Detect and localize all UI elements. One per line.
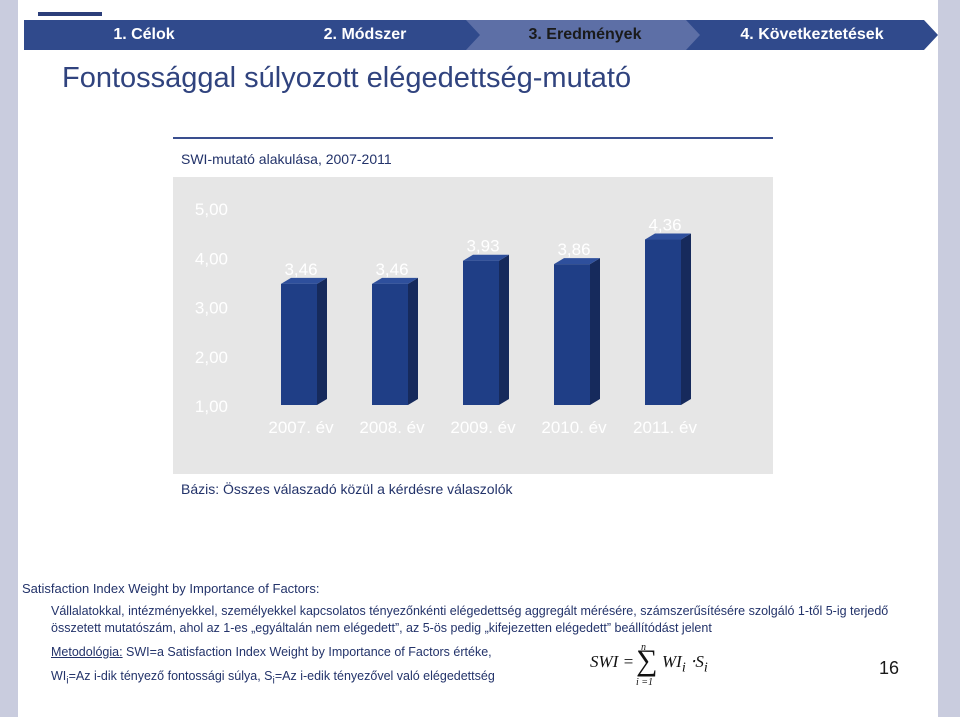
nav-tab-label: 1. Célok xyxy=(113,26,175,43)
bar xyxy=(645,239,681,405)
bar-side xyxy=(317,277,327,405)
definition-description: Vállalatokkal, intézményekkel, személyek… xyxy=(51,604,889,635)
left-side-band xyxy=(0,0,18,717)
y-tick-label: 4,00 xyxy=(195,249,228,268)
methodology-line: Metodológia: SWI=a Satisfaction Index We… xyxy=(51,645,492,659)
data-label: 3,46 xyxy=(284,260,317,279)
page-number: 16 xyxy=(879,658,900,678)
data-label: 3,46 xyxy=(375,260,408,279)
nav-tab-eredmenyek[interactable]: 3. Eredmények xyxy=(466,20,704,50)
chart-title: SWI-mutató alakulása, 2007-2011 xyxy=(181,151,392,167)
sigma-symbol: ∑ xyxy=(636,644,658,677)
formula-dot-s: ⋅S xyxy=(685,652,704,671)
formula-s-sub: i xyxy=(703,659,708,676)
x-tick-label: 2011. év xyxy=(633,418,697,437)
nav-tab-modszer[interactable]: 2. Módszer xyxy=(246,20,484,50)
nav-tab-label: 3. Eredmények xyxy=(528,26,642,43)
swi-bar-chart: 5,00 4,00 3,00 2,00 1,00 3,46 2007. év 3,46 2008… xyxy=(195,200,698,437)
base-note: Bázis: Összes válaszadó közül a kérdésre… xyxy=(181,481,513,497)
bar-top xyxy=(645,233,691,240)
bar-top xyxy=(281,277,327,284)
bar-side xyxy=(499,254,509,405)
s-text: =Az i-edik tényezővel való elégedettség xyxy=(274,669,495,683)
right-side-band xyxy=(938,0,960,717)
nav-tab-celok[interactable]: 1. Célok xyxy=(24,20,264,50)
data-label: 4,36 xyxy=(648,216,681,235)
chart-footer: Bázis: Összes válaszadó közül a kérdésre… xyxy=(173,474,773,504)
nav-tab-label: 4. Következtetések xyxy=(740,26,884,43)
bar-side xyxy=(681,233,691,405)
nav-tab-kovetkeztetesek[interactable]: 4. Következtetések xyxy=(686,20,938,50)
formula-lower-limit: i =1 xyxy=(636,677,654,688)
methodology-label: Metodológia: xyxy=(51,645,123,659)
top-accent-strip xyxy=(38,12,102,16)
y-tick-label: 2,00 xyxy=(195,348,228,367)
s-subscript: i xyxy=(272,675,275,687)
weight-definition: WIi=Az i-dik tényező fontossági súlya, S… xyxy=(51,669,495,687)
page-title: Fontossággal súlyozott elégedettség-muta… xyxy=(62,62,632,94)
x-tick-label: 2010. év xyxy=(541,418,607,437)
bar-top xyxy=(463,254,509,261)
x-tick-label: 2007. év xyxy=(268,418,334,437)
bar-side xyxy=(408,277,418,405)
nav-tab-label: 2. Módszer xyxy=(323,26,407,43)
bar xyxy=(554,264,590,405)
data-label: 3,93 xyxy=(466,237,499,256)
section-navigation: 1. Célok 2. Módszer 3. Eredmények 4. Köv… xyxy=(24,20,940,50)
bar-top xyxy=(372,277,418,284)
formula-upper-limit: n xyxy=(641,642,646,653)
formula-term: WIi ⋅Si xyxy=(662,652,708,676)
swi-formula: SWI = n ∑ i =1 WIi ⋅Si xyxy=(588,642,718,694)
data-label: 3,86 xyxy=(557,240,590,259)
x-tick-label: 2008. év xyxy=(359,418,425,437)
x-tick-label: 2009. év xyxy=(450,418,516,437)
y-tick-label: 3,00 xyxy=(195,299,228,318)
methodology-text: SWI=a Satisfaction Index Weight by Impor… xyxy=(122,645,492,659)
chart-header: SWI-mutató alakulása, 2007-2011 xyxy=(173,139,773,177)
wi-text: =Az i-dik tényező fontossági súlya, S xyxy=(68,669,273,683)
y-tick-label: 1,00 xyxy=(195,397,228,416)
definition-heading: Satisfaction Index Weight by Importance … xyxy=(22,581,320,596)
wi-prefix: WI xyxy=(51,669,67,683)
formula-lhs: SWI = xyxy=(590,652,635,671)
bar xyxy=(281,283,317,405)
bar xyxy=(372,283,408,405)
formula-wi-sub: i xyxy=(681,659,686,676)
bar xyxy=(463,260,499,405)
bar-side xyxy=(590,258,600,405)
y-tick-label: 5,00 xyxy=(195,200,228,219)
formula-wi: WI xyxy=(662,652,682,671)
wi-subscript: i xyxy=(66,675,69,687)
bar-top xyxy=(554,258,600,265)
